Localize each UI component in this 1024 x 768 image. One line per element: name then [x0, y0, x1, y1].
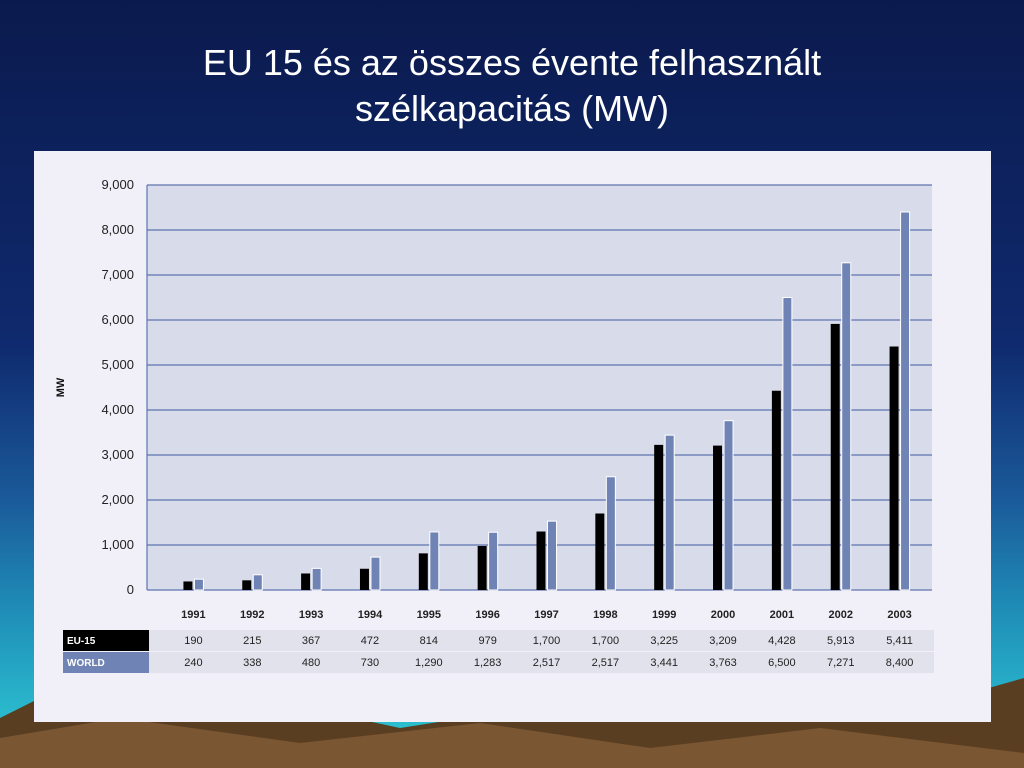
plot-area — [147, 185, 932, 590]
x-tick-label: 1991 — [181, 609, 205, 621]
x-tick-label: 1994 — [358, 609, 383, 621]
bar-eu-15 — [889, 346, 899, 590]
slide-title-line2: szélkapacitás (MW) — [354, 88, 670, 129]
table-cell: 215 — [243, 635, 261, 647]
bar-eu-15 — [242, 580, 252, 590]
bar-world — [782, 297, 793, 591]
bar-eu-15 — [477, 545, 487, 590]
table-cell: 979 — [478, 635, 496, 647]
legend-swatch-world — [63, 652, 149, 673]
table-cell: 2,517 — [592, 657, 620, 669]
slide-title-line1: EU 15 és az összes évente felhasznált — [202, 42, 822, 83]
bar-world — [311, 567, 322, 591]
bar-eu-15 — [359, 568, 369, 590]
slide-title: EU 15 és az összes évente felhasznált sz… — [0, 40, 1024, 132]
table-cell: 5,913 — [827, 635, 855, 647]
x-tick-label: 1995 — [417, 609, 441, 621]
chart-panel: 0 1,000 2,000 3,000 4,000 5,000 6,000 7,000 8,00… — [34, 151, 991, 722]
table-cell: 5,411 — [886, 635, 913, 647]
table-cell: 190 — [184, 635, 202, 647]
bar-world — [429, 531, 440, 591]
x-tick-label: 1997 — [534, 609, 558, 621]
bar-eu-15 — [595, 513, 605, 590]
y-tick-label: 1,000 — [101, 537, 134, 552]
table-cell: 3,209 — [709, 635, 737, 647]
y-tick-label: 7,000 — [101, 267, 134, 282]
bar-chart: 0 1,000 2,000 3,000 4,000 5,000 6,000 7,000 8,00… — [55, 177, 934, 673]
bar-world — [193, 578, 204, 591]
bar-world — [252, 574, 263, 591]
table-cell: 472 — [361, 635, 379, 647]
bar-eu-15 — [418, 553, 428, 590]
bar-eu-15 — [771, 390, 781, 590]
table-cell: 367 — [302, 635, 320, 647]
bar-world — [723, 420, 734, 591]
table-cell: 1,700 — [592, 635, 620, 647]
table-cell: 1,700 — [533, 635, 561, 647]
bar-eu-15 — [830, 323, 840, 590]
y-tick-label: 3,000 — [101, 447, 134, 462]
table-cell: 730 — [361, 657, 379, 669]
x-tick-label: 1998 — [593, 609, 617, 621]
bar-world — [547, 520, 557, 591]
bar-eu-15 — [536, 531, 546, 590]
y-tick-label: 0 — [127, 582, 134, 597]
table-cell: 1,290 — [415, 657, 443, 669]
y-tick-label: 6,000 — [101, 312, 134, 327]
y-tick-label: 4,000 — [101, 402, 134, 417]
y-tick-label: 9,000 — [101, 177, 134, 192]
bar-world — [841, 262, 852, 591]
y-tick-label: 8,000 — [101, 222, 134, 237]
table-cell: 1,283 — [474, 657, 502, 669]
bar-world — [664, 434, 675, 591]
table-cell: 8,400 — [886, 657, 914, 669]
bar-eu-15 — [183, 581, 193, 590]
table-cell: 3,225 — [650, 635, 678, 647]
x-tick-label: 1996 — [475, 609, 499, 621]
legend-swatch-eu-15 — [63, 630, 149, 651]
y-axis-label: MW — [55, 377, 67, 397]
table-cell: 480 — [302, 657, 320, 669]
table-cell: 3,763 — [709, 657, 737, 669]
table-cell: 7,271 — [827, 657, 855, 669]
bar-eu-15 — [654, 444, 664, 590]
table-row-label: EU-15 — [67, 636, 96, 647]
bar-world — [370, 556, 381, 591]
y-tick-label: 2,000 — [101, 492, 134, 507]
bar-eu-15 — [301, 573, 311, 590]
table-cell: 2,517 — [533, 657, 561, 669]
x-tick-label: 2002 — [828, 609, 852, 621]
x-tick-label: 1999 — [652, 609, 676, 621]
x-tick-label: 1993 — [299, 609, 323, 621]
table-cell: 6,500 — [768, 657, 796, 669]
y-tick-label: 5,000 — [101, 357, 134, 372]
bar-world — [488, 531, 499, 591]
table-row-label: WORLD — [67, 658, 105, 669]
x-tick-label: 1992 — [240, 609, 264, 621]
bar-world — [605, 476, 616, 591]
table-cell: 4,428 — [768, 635, 796, 647]
table-cell: 3,441 — [650, 657, 678, 669]
x-tick-label: 2000 — [711, 609, 735, 621]
table-cell: 240 — [184, 657, 202, 669]
x-tick-label: 2001 — [770, 609, 794, 621]
bar-eu-15 — [713, 445, 723, 590]
bar-world — [900, 211, 911, 591]
table-cell: 338 — [243, 657, 261, 669]
table-row — [149, 630, 934, 651]
table-cell: 814 — [420, 635, 438, 647]
table-row — [149, 652, 934, 673]
x-tick-label: 2003 — [887, 609, 911, 621]
